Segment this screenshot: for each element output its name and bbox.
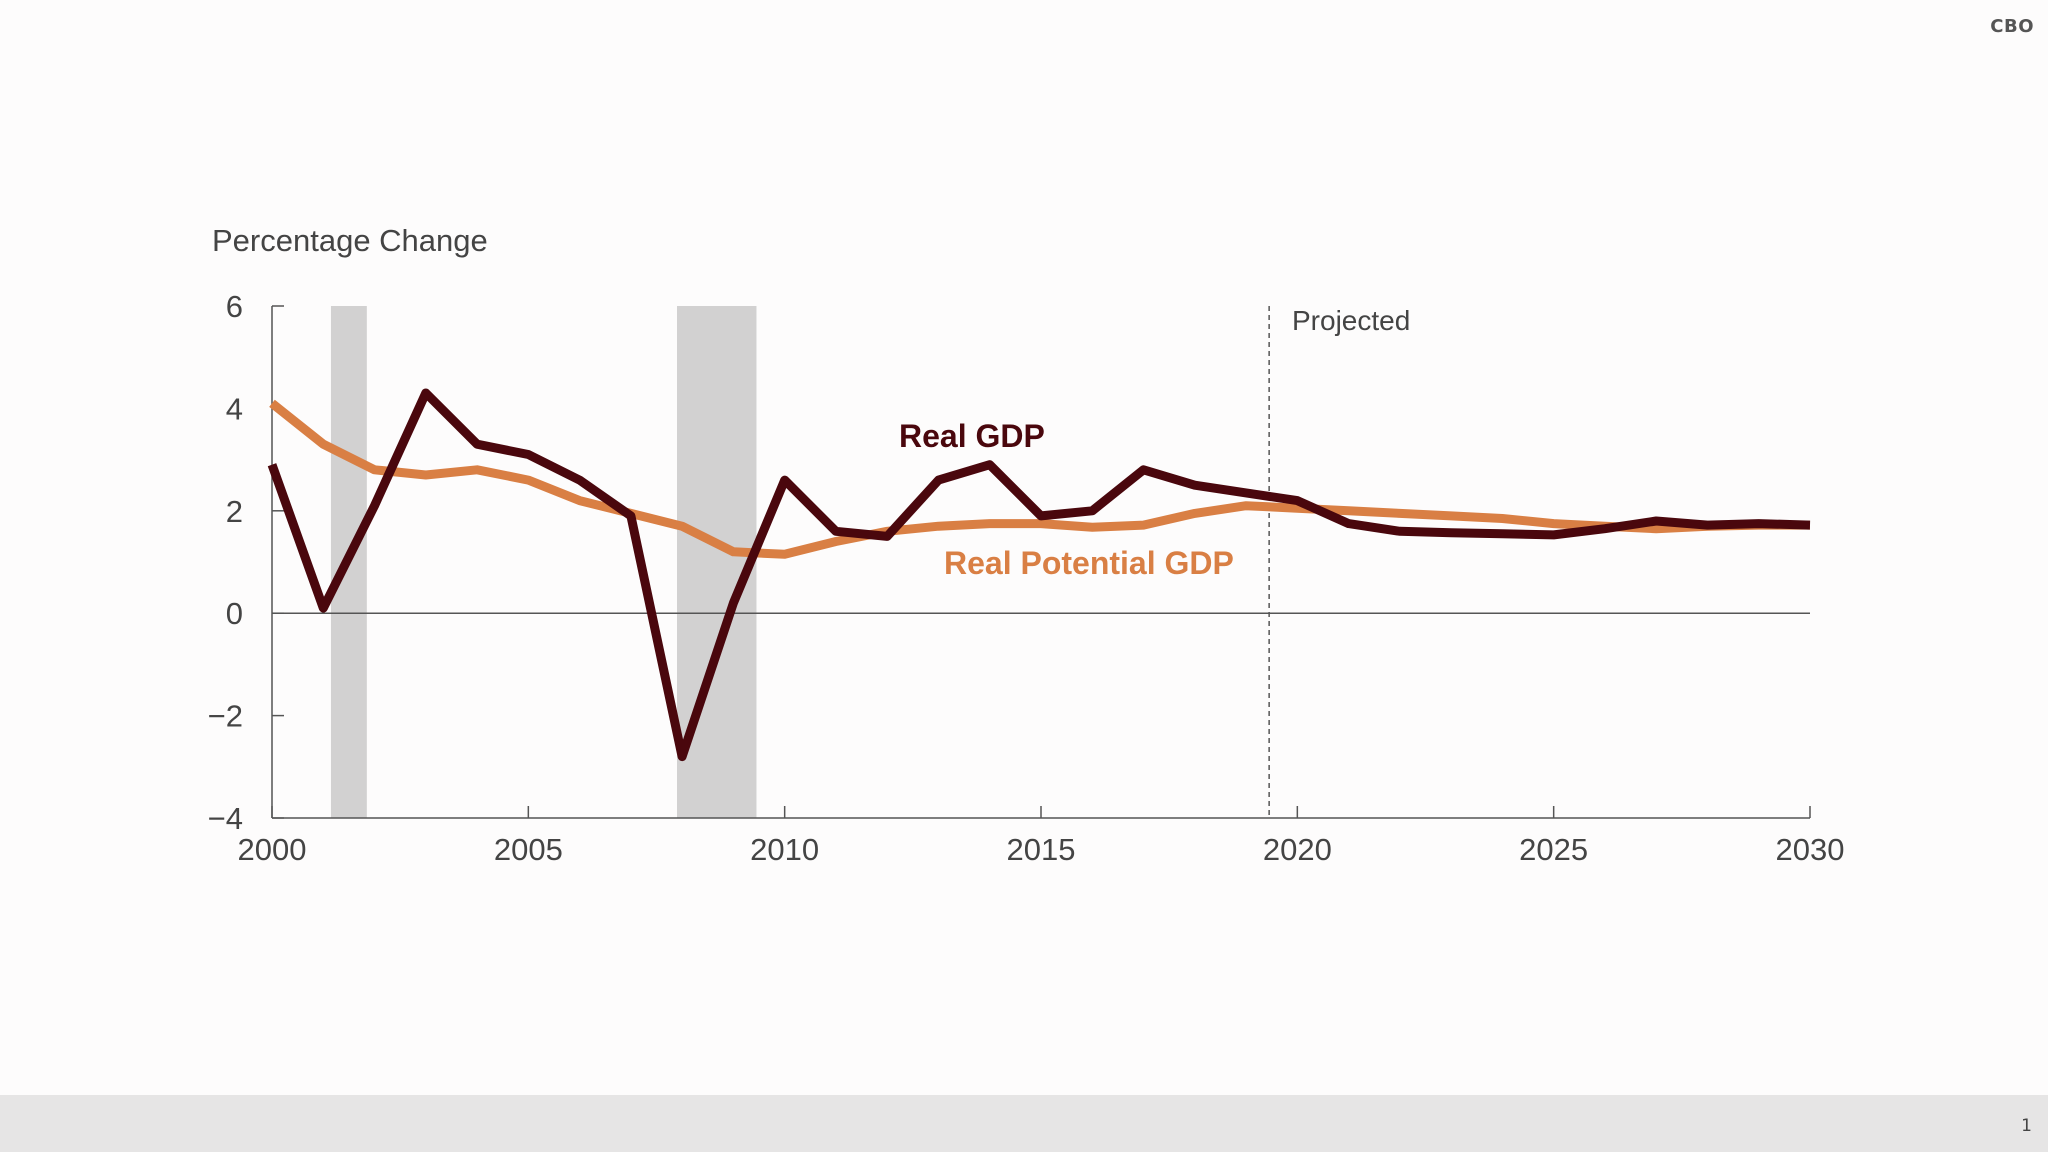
cbo-logo-text: CBO — [1990, 16, 2034, 37]
x-tick-label: 2025 — [1519, 832, 1588, 867]
real-potential-gdp-series-label: Real Potential GDP — [944, 545, 1234, 581]
real-gdp-series-label: Real GDP — [899, 418, 1045, 454]
footer-bar — [0, 1095, 2048, 1152]
x-tick-label: 2000 — [238, 832, 307, 867]
y-tick-label: −2 — [208, 699, 243, 734]
y-tick-label: 6 — [226, 289, 243, 324]
page-number: 1 — [2021, 1116, 2032, 1136]
series-layer — [267, 388, 1811, 762]
real-gdp-line — [267, 388, 1811, 762]
projected-label: Projected — [1292, 305, 1410, 336]
y-tick-label: 0 — [226, 596, 243, 631]
x-tick-label: 2005 — [494, 832, 563, 867]
x-tick-label: 2020 — [1263, 832, 1332, 867]
y-tick-label: −4 — [208, 801, 243, 836]
y-tick-label: 4 — [226, 391, 243, 426]
chart-labels: Percentage Change Projected Real GDP Rea… — [212, 223, 1410, 581]
x-tick-label: 2010 — [750, 832, 819, 867]
y-tick-label: 2 — [226, 494, 243, 529]
real-potential-gdp-line — [269, 399, 1810, 559]
x-tick-label: 2015 — [1007, 832, 1076, 867]
recession-shading-layer — [330, 306, 757, 818]
x-tick-label: 2030 — [1776, 832, 1845, 867]
y-axis-label: Percentage Change — [212, 223, 488, 258]
